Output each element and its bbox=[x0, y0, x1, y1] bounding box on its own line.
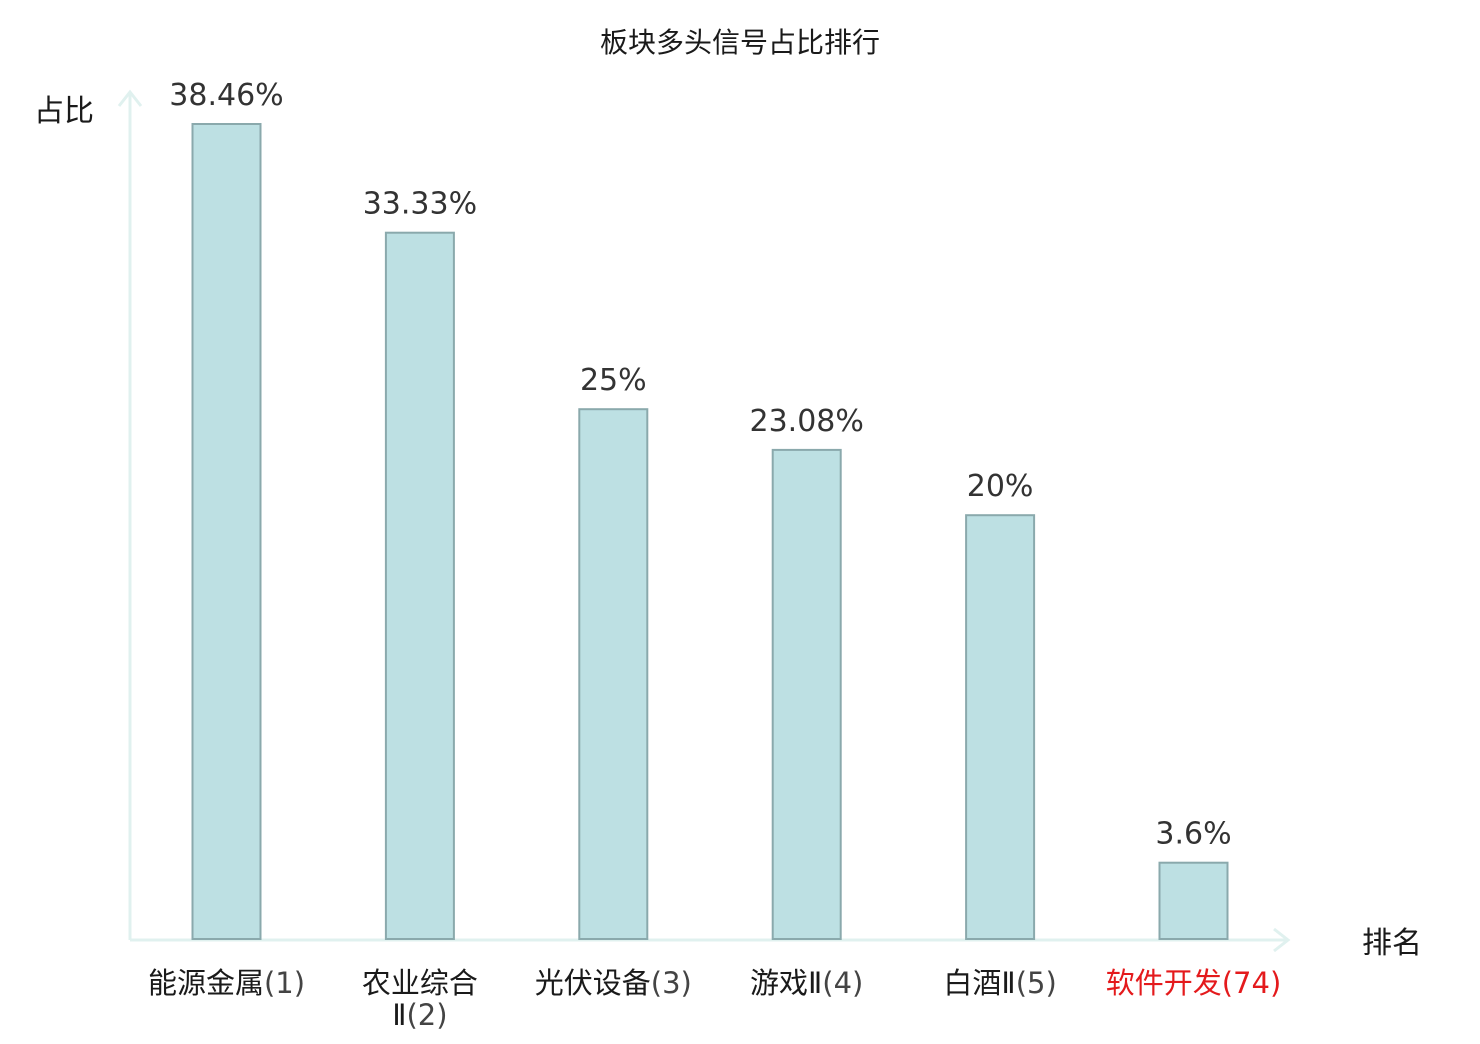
value-labels-group: 38.46% 33.33% 25% 23.08% 20% 3.6% bbox=[169, 78, 1231, 852]
category-name: 农业综合 bbox=[362, 966, 478, 1000]
svg-text:白酒Ⅱ(5): 白酒Ⅱ(5) bbox=[943, 966, 1056, 1000]
y-axis-label: 占比 bbox=[34, 94, 94, 129]
x-axis-label: 排名 bbox=[1362, 926, 1422, 961]
value-label-1: 38.46% bbox=[169, 78, 283, 113]
category-name: 游戏Ⅱ bbox=[750, 966, 822, 1000]
bar-3 bbox=[578, 408, 649, 940]
svg-text:光伏设备(3): 光伏设备(3) bbox=[535, 966, 692, 1000]
category-rank: (5) bbox=[1016, 966, 1057, 1000]
value-label-5: 20% bbox=[967, 469, 1034, 504]
category-rank: (4) bbox=[822, 966, 863, 1000]
svg-text:能源金属(1): 能源金属(1) bbox=[148, 966, 305, 1000]
y-axis-arrow-icon bbox=[117, 89, 143, 107]
category-name: 光伏设备 bbox=[535, 966, 651, 1000]
category-rank: (1) bbox=[264, 966, 305, 1000]
category-name: 能源金属 bbox=[148, 966, 264, 1000]
category-rank: (74) bbox=[1222, 966, 1282, 1000]
category-name: 软件开发 bbox=[1106, 966, 1222, 1000]
bars-group bbox=[191, 123, 1229, 941]
category-rank: (3) bbox=[651, 966, 692, 1000]
category-label-4: 游戏Ⅱ(4) bbox=[750, 966, 863, 1000]
bar-5 bbox=[965, 514, 1036, 940]
svg-text:游戏Ⅱ(4): 游戏Ⅱ(4) bbox=[750, 966, 863, 1000]
category-name-cont: Ⅱ bbox=[392, 998, 406, 1032]
x-axis-arrow-icon bbox=[1273, 927, 1291, 953]
category-label-3: 光伏设备(3) bbox=[535, 966, 692, 1000]
bar-2 bbox=[384, 231, 455, 940]
category-name: 白酒Ⅱ bbox=[943, 966, 1015, 1000]
bar-4 bbox=[771, 448, 842, 940]
category-label-5: 白酒Ⅱ(5) bbox=[943, 966, 1056, 1000]
axes bbox=[117, 89, 1291, 953]
category-label-1: 能源金属(1) bbox=[148, 966, 305, 1000]
value-label-2: 33.33% bbox=[363, 187, 477, 222]
value-label-3: 25% bbox=[580, 363, 647, 398]
svg-text:软件开发(74): 软件开发(74) bbox=[1106, 966, 1282, 1000]
chart-title: 板块多头信号占比排行 bbox=[600, 26, 880, 59]
bar-6 bbox=[1158, 861, 1229, 941]
value-label-6: 3.6% bbox=[1155, 817, 1231, 852]
category-rank: (2) bbox=[406, 998, 447, 1032]
category-label-6: 软件开发(74) bbox=[1106, 966, 1282, 1000]
svg-text:Ⅱ(2): Ⅱ(2) bbox=[392, 998, 447, 1032]
value-label-4: 23.08% bbox=[750, 404, 864, 439]
bar-1 bbox=[191, 123, 262, 940]
